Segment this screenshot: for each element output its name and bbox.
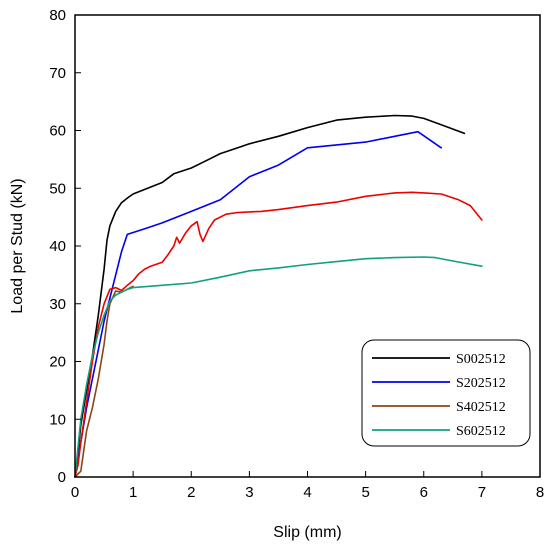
x-tick-label: 6	[420, 484, 428, 501]
y-axis-ticks: 0 10 20 30 40 50 60 70 80	[49, 7, 81, 486]
legend-label: S402512	[456, 400, 506, 415]
y-tick-label: 10	[49, 411, 66, 428]
x-tick-label: 2	[187, 484, 195, 501]
y-axis-label: Load per Stud (kN)	[9, 178, 26, 313]
series-line-s602512-4	[74, 256, 483, 478]
plot-frame	[74, 14, 541, 478]
x-tick-label: 4	[303, 484, 311, 501]
y-tick-label: 40	[49, 238, 66, 255]
series-line-s202512-1	[74, 130, 442, 478]
y-tick-label: 70	[49, 65, 66, 82]
y-tick-label: 50	[49, 180, 66, 197]
x-tick-label: 7	[478, 484, 486, 501]
y-tick-label: 80	[49, 7, 66, 24]
plot-area	[74, 114, 483, 478]
y-tick-label: 20	[49, 354, 66, 371]
legend-label: S202512	[456, 376, 506, 391]
x-tick-label: 3	[245, 484, 253, 501]
y-tick-label: 60	[49, 123, 66, 140]
y-tick-label: 0	[58, 469, 66, 486]
legend: S002512 S202512 S402512 S602512	[361, 339, 531, 447]
x-axis-label: Slip (mm)	[273, 524, 341, 541]
y-tick-label: 30	[49, 296, 66, 313]
x-axis-ticks: 0 1 2 3 4 5 6 7 8	[71, 471, 544, 501]
legend-label: S602512	[456, 424, 506, 439]
x-tick-label: 5	[361, 484, 369, 501]
legend-box	[361, 339, 531, 447]
legend-label: S002512	[456, 352, 506, 367]
x-tick-label: 1	[129, 484, 137, 501]
x-tick-label: 0	[71, 484, 79, 501]
series-line-s002512-0	[74, 114, 466, 478]
series-line-s402512-2	[74, 191, 483, 478]
x-tick-label: 8	[536, 484, 544, 501]
